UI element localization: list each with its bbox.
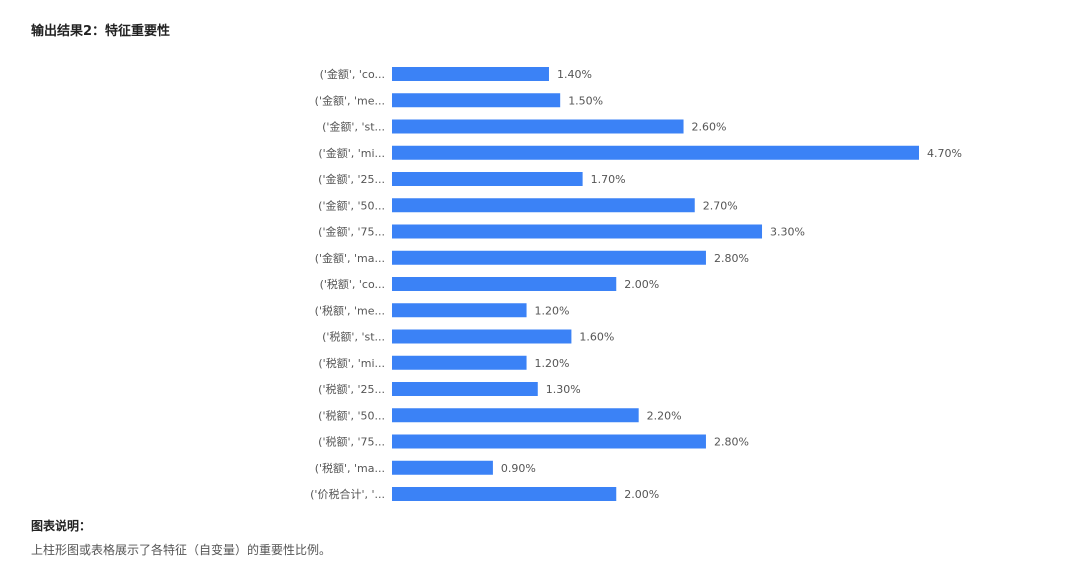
bar (392, 303, 527, 318)
bar (392, 434, 706, 449)
value-label: 2.20% (647, 409, 682, 422)
bar (392, 67, 549, 81)
bar (392, 145, 919, 160)
value-label: 2.60% (692, 121, 727, 134)
value-label: 1.50% (568, 94, 603, 107)
value-label: 1.20% (535, 357, 570, 370)
category-label: ('金额', 'mi... (318, 146, 385, 160)
category-label: ('税额', 'st... (322, 330, 385, 344)
category-label: ('税额', '25... (318, 382, 385, 396)
category-label: ('金额', '75... (318, 225, 385, 239)
bar (392, 224, 763, 239)
caption-heading: 图表说明： (31, 519, 92, 533)
value-label: 2.00% (624, 488, 659, 501)
bar (392, 250, 706, 265)
value-label: 3.30% (770, 226, 805, 239)
bar (392, 355, 527, 370)
bar (392, 487, 617, 501)
category-label: ('金额', 'me... (315, 93, 385, 107)
value-label: 1.20% (535, 304, 570, 317)
value-label: 1.40% (557, 68, 592, 81)
category-label: ('税额', 'co... (320, 277, 385, 291)
bar (392, 198, 695, 213)
bar (392, 172, 583, 186)
category-label: ('税额', '75... (318, 435, 385, 449)
value-label: 1.30% (546, 383, 581, 396)
value-label: 1.60% (579, 331, 614, 344)
category-label: ('金额', '50... (318, 198, 385, 212)
category-label: ('金额', 'st... (322, 120, 385, 134)
category-label: ('税额', 'ma... (315, 461, 385, 475)
category-label: ('税额', 'mi... (318, 356, 385, 370)
bar (392, 329, 572, 344)
bar (392, 460, 493, 475)
category-label: ('价税合计', '... (310, 487, 385, 501)
category-label: ('金额', 'co... (320, 67, 385, 81)
category-label: ('金额', 'ma... (315, 251, 385, 265)
bar (392, 382, 538, 396)
bar (392, 119, 684, 134)
value-label: 2.80% (714, 252, 749, 265)
category-label: ('金额', '25... (318, 172, 385, 186)
bar (392, 408, 639, 423)
value-label: 2.70% (703, 199, 738, 212)
value-label: 1.70% (591, 173, 626, 186)
feature-importance-chart: ('金额', 'co... 1.40% ('金额', 'me... 1.50% ('金额… (310, 67, 962, 501)
category-label: ('税额', '50... (318, 408, 385, 422)
value-label: 2.80% (714, 436, 749, 449)
bar (392, 277, 617, 291)
category-label: ('税额', 'me... (315, 303, 385, 317)
caption-text: 上柱形图或表格展示了各特征（自变量）的重要性比例。 (31, 543, 332, 557)
value-label: 4.70% (927, 147, 962, 160)
value-label: 2.00% (624, 278, 659, 291)
value-label: 0.90% (501, 462, 536, 475)
chart-heading: 输出结果2：特征重要性 (31, 24, 171, 39)
bar (392, 93, 561, 108)
